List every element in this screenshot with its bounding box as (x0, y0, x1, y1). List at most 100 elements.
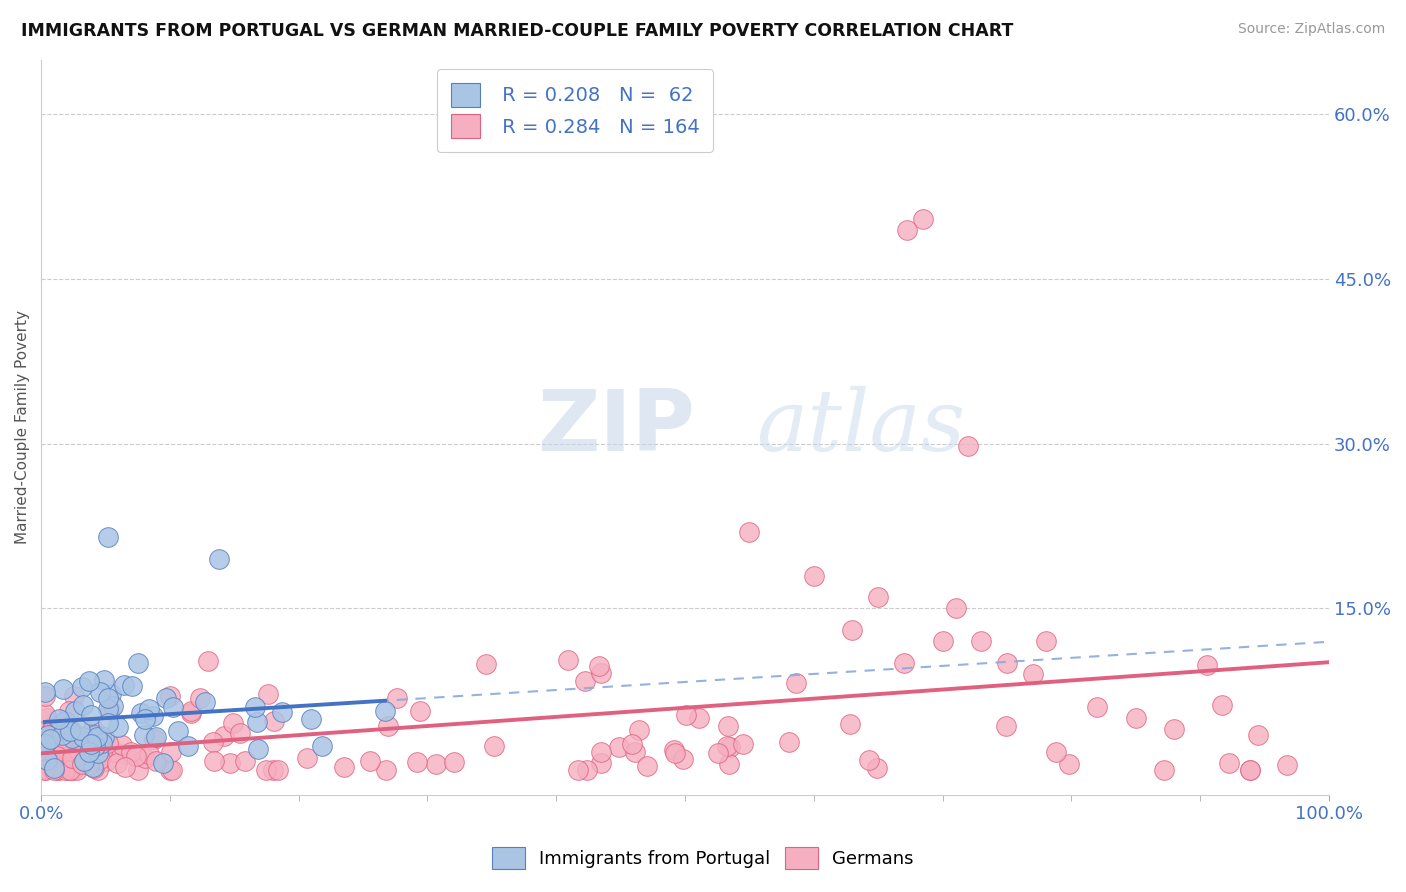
Point (60, 756, 83, 771)
Point (222, 716, 245, 731)
Point (1195, 658, 1218, 673)
Point (34, 737, 56, 751)
Point (995, 719, 1018, 733)
Point (1035, 634, 1057, 648)
Point (72, 730, 94, 744)
Point (73, 754, 96, 768)
Point (177, 739, 200, 753)
Point (34, 747, 56, 761)
Point (197, 654, 219, 668)
Point (311, 739, 333, 753)
Point (56, 763, 79, 777)
Point (155, 691, 177, 706)
Point (48, 713, 70, 727)
Point (79, 673, 101, 688)
Point (34, 706, 56, 721)
Point (1085, 700, 1108, 714)
Point (1247, 728, 1270, 742)
Point (841, 624, 863, 638)
Point (49, 746, 72, 760)
Point (671, 752, 693, 766)
Point (84, 739, 107, 754)
Point (82, 760, 104, 774)
Point (80, 742, 103, 756)
Point (42, 726, 65, 740)
Point (62, 763, 84, 777)
Point (145, 730, 167, 744)
Point (219, 756, 242, 770)
Point (738, 524, 761, 539)
Point (53, 715, 76, 730)
Point (34, 763, 56, 777)
Point (162, 700, 184, 714)
Point (385, 690, 408, 705)
Point (70, 748, 93, 763)
Point (716, 739, 738, 753)
Point (866, 761, 889, 775)
Point (34, 690, 56, 704)
Point (49, 750, 72, 764)
Point (1163, 722, 1185, 736)
Point (97, 702, 120, 716)
Point (246, 742, 269, 756)
Point (567, 763, 589, 777)
Point (97, 715, 120, 730)
Point (591, 745, 613, 759)
Point (202, 735, 225, 749)
Point (60, 724, 83, 739)
Point (995, 657, 1018, 671)
Point (160, 745, 183, 759)
Point (91, 736, 114, 750)
Point (180, 706, 202, 720)
Point (129, 706, 152, 721)
Point (111, 739, 134, 753)
Point (127, 763, 149, 777)
Point (70, 756, 93, 771)
Point (63, 704, 86, 718)
Point (627, 723, 650, 737)
Point (229, 725, 252, 739)
Point (45, 761, 67, 775)
Point (1277, 758, 1299, 772)
Point (332, 760, 354, 774)
Point (58, 725, 80, 739)
Point (838, 717, 860, 731)
Point (931, 634, 953, 648)
Point (482, 739, 505, 754)
Point (295, 751, 318, 765)
Point (121, 679, 143, 693)
Point (52, 741, 75, 756)
Point (83, 734, 105, 748)
Point (34, 740, 56, 755)
Point (557, 653, 579, 667)
Point (69, 723, 91, 738)
Point (675, 708, 697, 723)
Point (262, 763, 284, 777)
Point (142, 731, 165, 746)
Point (86, 730, 108, 744)
Point (145, 755, 167, 769)
Point (263, 714, 285, 728)
Point (56, 756, 79, 771)
Point (607, 740, 630, 755)
Point (707, 746, 730, 760)
Point (202, 754, 225, 768)
Point (34, 763, 56, 777)
Point (120, 745, 142, 759)
Point (778, 734, 800, 748)
Point (115, 747, 138, 762)
Point (53, 747, 76, 762)
Point (48, 763, 70, 777)
Point (214, 729, 236, 743)
Point (138, 747, 160, 761)
Point (271, 705, 294, 719)
Point (134, 712, 156, 726)
Point (945, 601, 967, 615)
Point (82, 723, 104, 737)
Point (38, 741, 60, 756)
Point (53, 750, 76, 764)
Point (42, 761, 65, 775)
Point (70, 680, 93, 694)
Point (66, 763, 89, 777)
Point (41, 756, 63, 771)
